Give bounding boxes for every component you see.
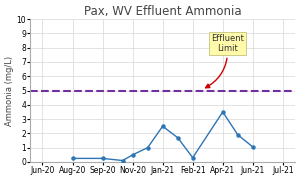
Title: Pax, WV Effluent Ammonia: Pax, WV Effluent Ammonia	[84, 5, 242, 18]
Text: Effluent
Limit: Effluent Limit	[206, 34, 244, 88]
Y-axis label: Ammonia (mg/L): Ammonia (mg/L)	[5, 55, 14, 126]
